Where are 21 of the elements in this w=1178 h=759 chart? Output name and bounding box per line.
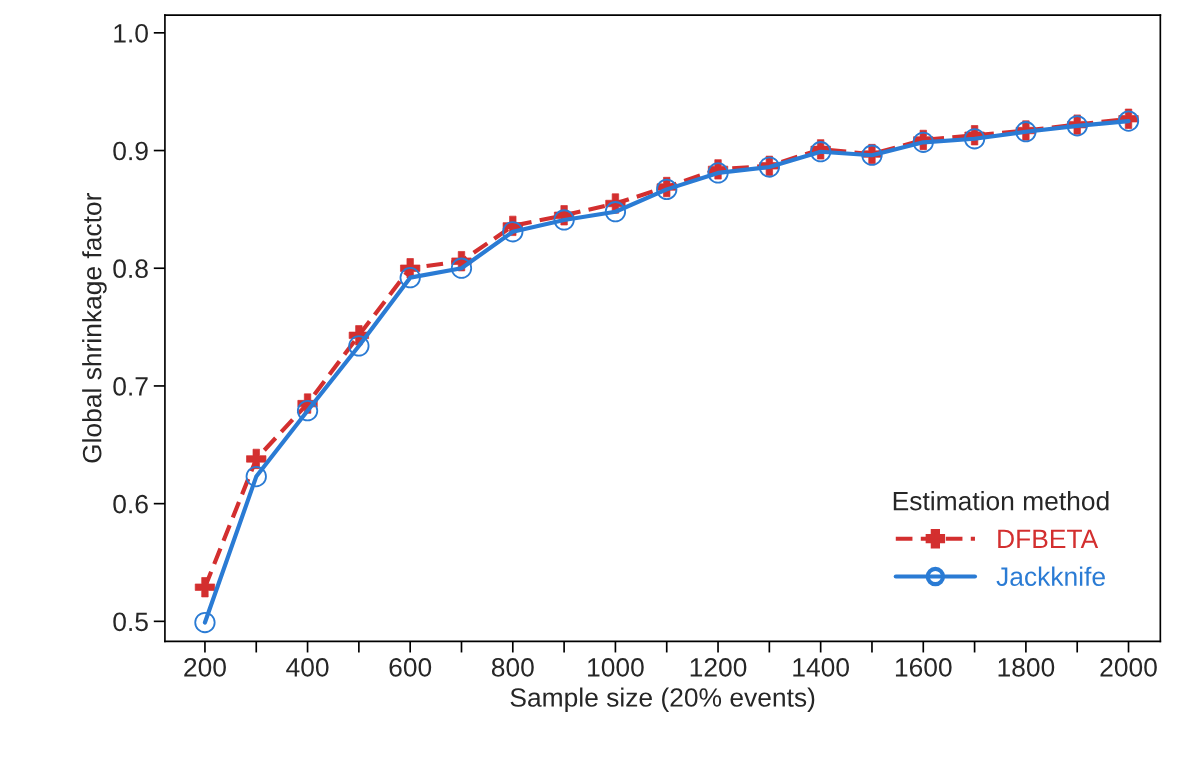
x-tick-label: 1000 [588,658,644,677]
legend-title: Estimation method [893,491,1109,511]
legend-label: DFBETA [998,529,1099,548]
y-tick-label: 0.9 [113,141,148,161]
x-tick-label: 1400 [793,658,849,677]
x-tick-label: 2000 [1100,658,1157,677]
x-tick-label: 1800 [998,658,1055,677]
x-axis-title: Sample size (20% events) [510,687,815,713]
y-axis-title: Global shrinkage factor [82,193,107,463]
y-tick-label: 0.5 [113,612,148,632]
x-tick-label: 1200 [690,658,747,677]
y-tick-label: 1.0 [114,23,148,43]
x-tick-label: 1600 [895,658,952,677]
y-tick-label: 0.8 [113,259,148,279]
x-tick-label: 600 [389,658,432,677]
y-tick-label: 0.6 [113,494,148,514]
y-tick-label: 0.7 [113,377,148,396]
x-tick-label: 400 [286,658,329,677]
x-tick-label: 800 [491,658,534,677]
x-tick-label: 200 [184,658,226,677]
legend-label: Jackknife [996,566,1105,586]
